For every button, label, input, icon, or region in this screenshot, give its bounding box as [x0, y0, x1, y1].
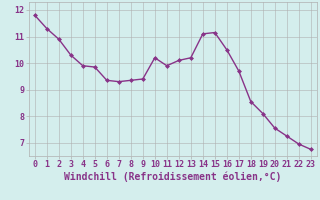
X-axis label: Windchill (Refroidissement éolien,°C): Windchill (Refroidissement éolien,°C) [64, 172, 282, 182]
